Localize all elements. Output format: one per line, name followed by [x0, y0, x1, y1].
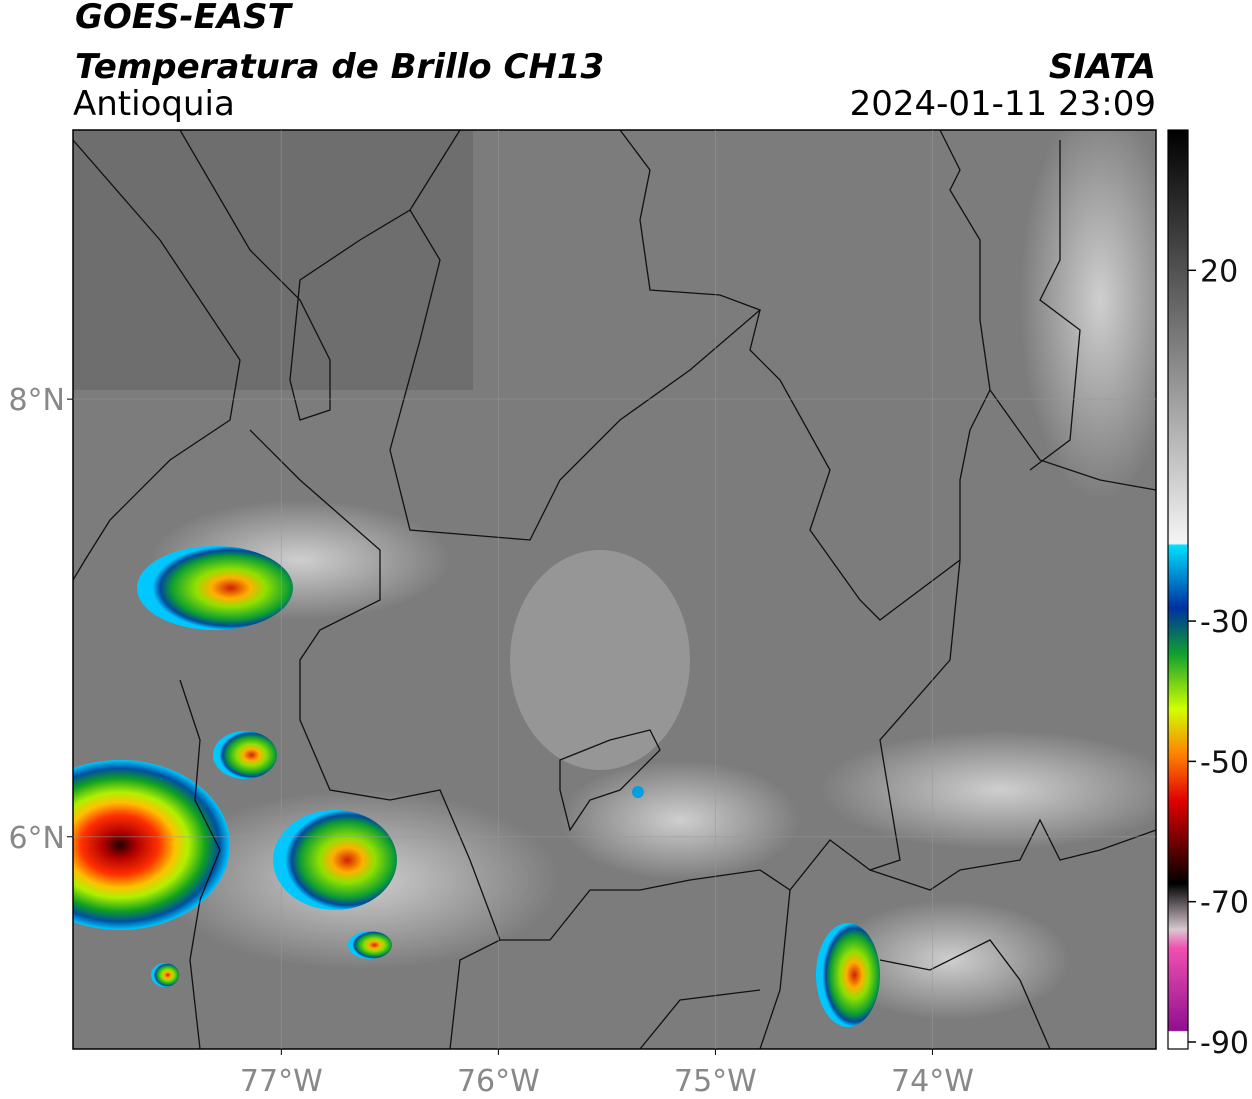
datetime: 2024-01-11 23:09 [850, 84, 1156, 124]
title: GOES-EAST [75, 0, 294, 37]
x-tick-label: 74°W [891, 1064, 974, 1099]
subtitle: Temperatura de Brillo CH13 [75, 47, 604, 87]
map-image [73, 130, 1156, 1049]
colorbar-tick-label: -30 [1200, 605, 1249, 640]
colorbar-tick-label: -50 [1200, 745, 1249, 780]
x-tick-label: 77°W [240, 1064, 323, 1099]
y-tick-label: 8°N [8, 383, 65, 418]
source: SIATA [1049, 47, 1156, 87]
colorbar-tick-label: 20 [1200, 254, 1238, 289]
map-frame [72, 129, 1157, 1050]
y-tick-label: 6°N [8, 821, 65, 856]
region: Antioquia [73, 84, 235, 124]
colorbar-tick-label: -90 [1200, 1026, 1249, 1061]
x-tick-label: 75°W [674, 1064, 757, 1099]
colorbar-tick-label: -70 [1200, 886, 1249, 921]
colorbar [1167, 129, 1189, 1050]
x-tick-label: 76°W [457, 1064, 540, 1099]
